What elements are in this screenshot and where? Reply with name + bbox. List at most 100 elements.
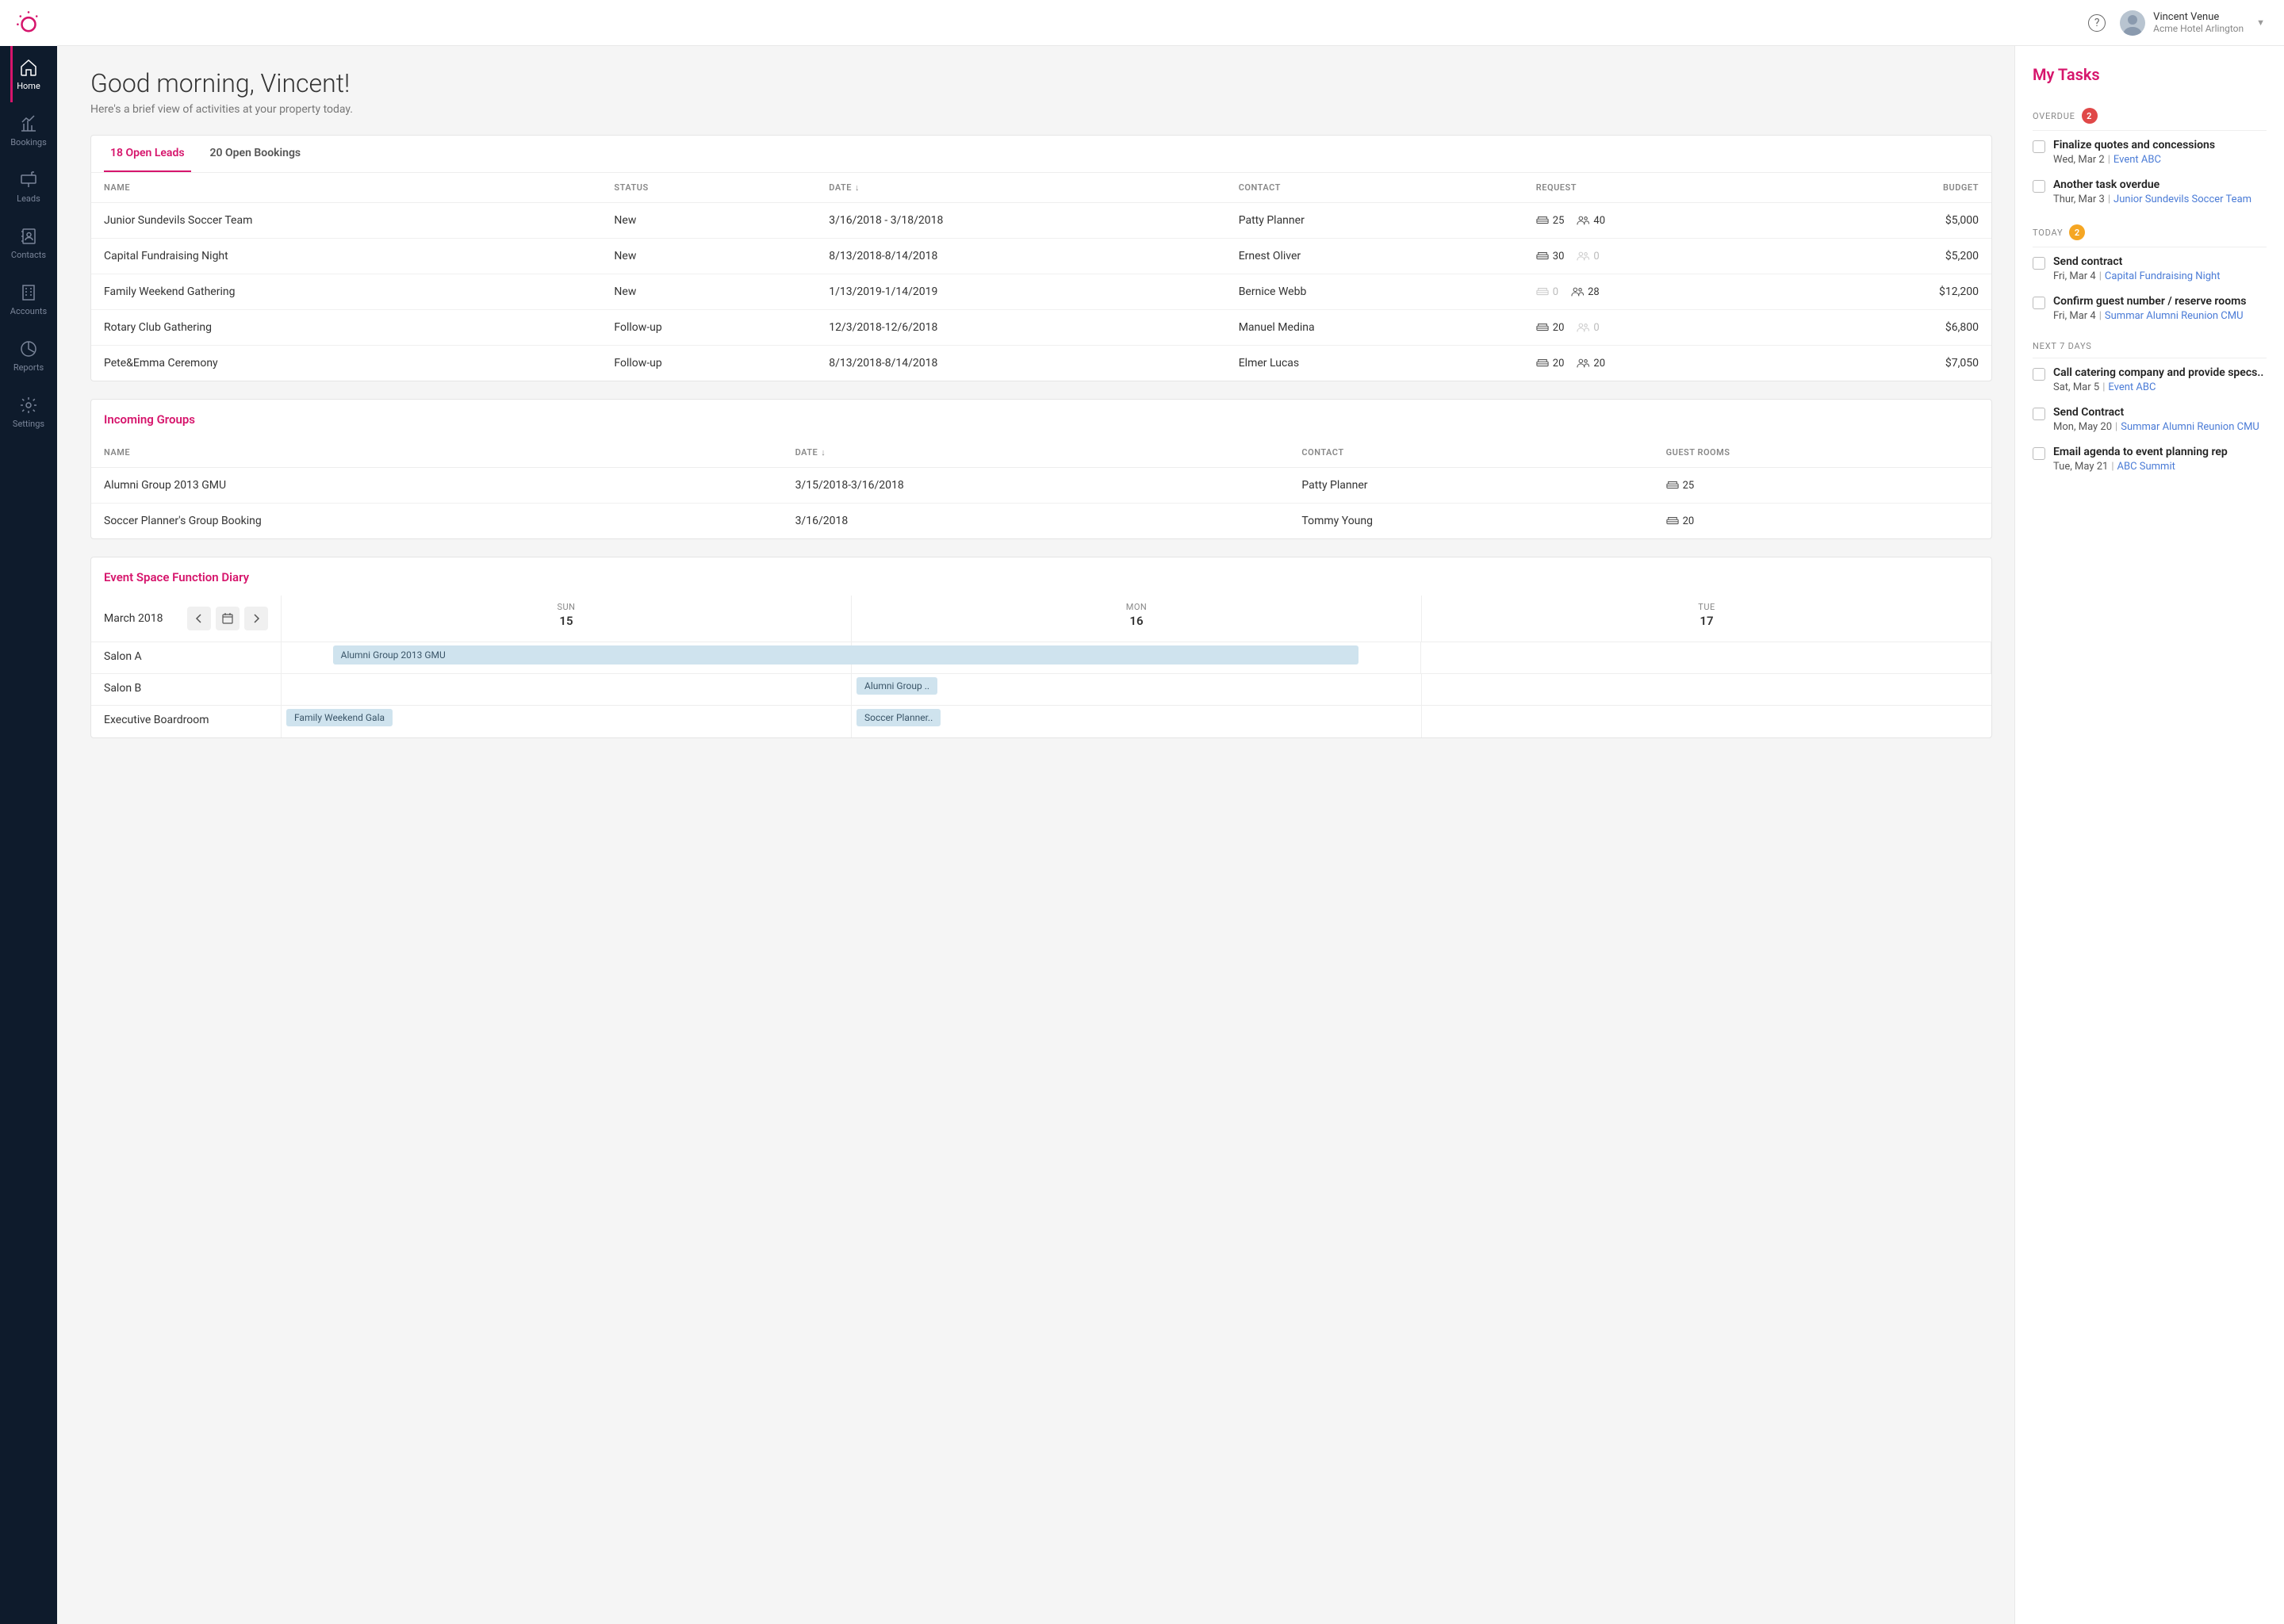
task-checkbox[interactable]: [2033, 408, 2045, 420]
lead-contact: Bernice Webb: [1226, 274, 1523, 310]
column-header[interactable]: CONTACT: [1289, 438, 1653, 468]
diary-next-button[interactable]: [244, 607, 268, 630]
diary-month: March 2018: [104, 612, 163, 625]
person-icon: [1577, 322, 1589, 333]
task-section-label: NEXT 7 DAYS: [2033, 341, 2092, 351]
table-row[interactable]: Rotary Club Gathering Follow-up 12/3/201…: [91, 310, 1991, 346]
diary-event-pill[interactable]: Family Weekend Gala: [286, 709, 393, 726]
lead-name: Junior Sundevils Soccer Team: [91, 203, 601, 239]
group-contact: Patty Planner: [1289, 468, 1653, 504]
task-title: Confirm guest number / reserve rooms: [2053, 295, 2267, 308]
lead-name: Family Weekend Gathering: [91, 274, 601, 310]
diary-room-name: Salon A: [91, 642, 282, 673]
diary-event-pill[interactable]: Soccer Planner..: [856, 709, 941, 726]
help-icon[interactable]: ?: [2088, 14, 2106, 32]
sidebar-item-bookings[interactable]: Bookings: [10, 102, 47, 159]
table-row[interactable]: Pete&Emma Ceremony Follow-up 8/13/2018-8…: [91, 346, 1991, 381]
task-count-badge: 2: [2082, 108, 2098, 124]
lead-guests: 0: [1593, 251, 1599, 262]
sidebar-item-label: Bookings: [10, 137, 47, 147]
sidebar-item-reports[interactable]: Reports: [10, 327, 47, 384]
sidebar-item-label: Contacts: [11, 250, 46, 260]
task-link[interactable]: Event ABC: [2113, 154, 2161, 166]
table-row[interactable]: Soccer Planner's Group Booking 3/16/2018…: [91, 504, 1991, 539]
diary-room-row: Salon BAlumni Group ..: [91, 674, 1991, 706]
diary-cell[interactable]: Family Weekend Gala: [282, 706, 852, 737]
column-header[interactable]: REQUEST: [1523, 173, 1801, 203]
task-link[interactable]: Event ABC: [2108, 381, 2156, 393]
diary-calendar-button[interactable]: [216, 607, 240, 630]
task-link[interactable]: Summar Alumni Reunion CMU: [2105, 310, 2244, 322]
user-menu[interactable]: Vincent Venue Acme Hotel Arlington ▼: [2120, 10, 2265, 36]
tab-20-open-bookings[interactable]: 20 Open Bookings: [204, 136, 308, 172]
task-item: Send contract Fri, Mar 4|Capital Fundrai…: [2033, 255, 2267, 282]
diary-event-pill[interactable]: Alumni Group ..: [856, 677, 937, 695]
column-header[interactable]: DATE↓: [816, 173, 1225, 203]
table-row[interactable]: Alumni Group 2013 GMU 3/15/2018-3/16/201…: [91, 468, 1991, 504]
task-checkbox[interactable]: [2033, 140, 2045, 153]
sidebar-item-label: Accounts: [10, 306, 47, 316]
table-row[interactable]: Family Weekend Gathering New 1/13/2019-1…: [91, 274, 1991, 310]
task-section-label: TODAY: [2033, 228, 2063, 238]
column-header[interactable]: DATE↓: [783, 438, 1290, 468]
chevron-down-icon: ▼: [2256, 17, 2265, 28]
task-checkbox[interactable]: [2033, 447, 2045, 460]
task-count-badge: 2: [2069, 224, 2085, 240]
group-date: 3/16/2018: [783, 504, 1290, 539]
task-link[interactable]: Capital Fundraising Night: [2105, 270, 2221, 282]
task-checkbox[interactable]: [2033, 257, 2045, 270]
task-checkbox[interactable]: [2033, 180, 2045, 193]
sidebar-item-leads[interactable]: Leads: [10, 159, 47, 215]
task-checkbox[interactable]: [2033, 368, 2045, 381]
lead-guests: 0: [1593, 322, 1599, 334]
column-header[interactable]: NAME: [91, 173, 601, 203]
sidebar-item-accounts[interactable]: Accounts: [10, 271, 47, 327]
diary-cell[interactable]: [282, 674, 852, 705]
lead-name: Capital Fundraising Night: [91, 239, 601, 274]
diary-cell[interactable]: [1421, 642, 1991, 673]
column-header[interactable]: GUEST ROOMS: [1654, 438, 1991, 468]
group-name: Alumni Group 2013 GMU: [91, 468, 783, 504]
building-icon: [18, 282, 39, 303]
lead-date: 8/13/2018-8/14/2018: [816, 346, 1225, 381]
page-subtitle: Here's a brief view of activities at you…: [90, 103, 1992, 116]
person-icon: [1571, 286, 1584, 297]
sidebar-item-settings[interactable]: Settings: [10, 384, 47, 440]
task-title: Email agenda to event planning rep: [2053, 446, 2267, 458]
task-link[interactable]: Junior Sundevils Soccer Team: [2113, 193, 2251, 205]
lead-budget: $6,800: [1801, 310, 1991, 346]
topbar: ? Vincent Venue Acme Hotel Arlington ▼: [57, 0, 2284, 46]
open-leads-card: 18 Open Leads 20 Open Bookings NAMESTATUS…: [90, 135, 1992, 381]
sidebar-item-home[interactable]: Home: [10, 46, 47, 102]
diary-cell[interactable]: [1422, 706, 1991, 737]
lead-date: 12/3/2018-12/6/2018: [816, 310, 1225, 346]
task-link[interactable]: ABC Summit: [2117, 461, 2175, 473]
task-title: Another task overdue: [2053, 178, 2267, 191]
bed-icon: [1536, 358, 1549, 369]
user-name: Vincent Venue: [2153, 11, 2244, 24]
group-date: 3/15/2018-3/16/2018: [783, 468, 1290, 504]
diary-cell[interactable]: Soccer Planner..: [852, 706, 1422, 737]
tab-18-open-leads[interactable]: 18 Open Leads: [104, 136, 191, 172]
task-checkbox[interactable]: [2033, 297, 2045, 309]
task-title: Send contract: [2053, 255, 2267, 268]
diary-cell[interactable]: [1422, 674, 1991, 705]
column-header[interactable]: CONTACT: [1226, 173, 1523, 203]
diary-event-pill[interactable]: Alumni Group 2013 GMU: [333, 645, 1359, 665]
task-link[interactable]: Summar Alumni Reunion CMU: [2121, 421, 2259, 433]
page-title: Good morning, Vincent!: [90, 68, 1992, 98]
task-date: Mon, May 20: [2053, 421, 2112, 433]
column-header[interactable]: BUDGET: [1801, 173, 1991, 203]
lead-contact: Elmer Lucas: [1226, 346, 1523, 381]
diary-prev-button[interactable]: [187, 607, 211, 630]
task-date: Sat, Mar 5: [2053, 381, 2099, 393]
diary-cell[interactable]: Alumni Group ..: [852, 674, 1422, 705]
table-row[interactable]: Junior Sundevils Soccer Team New 3/16/20…: [91, 203, 1991, 239]
sort-arrow-icon: ↓: [821, 447, 826, 458]
table-row[interactable]: Capital Fundraising Night New 8/13/2018-…: [91, 239, 1991, 274]
column-header[interactable]: STATUS: [601, 173, 816, 203]
column-header[interactable]: NAME: [91, 438, 783, 468]
diary-dow: TUE: [1422, 602, 1991, 612]
bed-icon: [1536, 215, 1549, 226]
sidebar-item-contacts[interactable]: Contacts: [10, 215, 47, 271]
